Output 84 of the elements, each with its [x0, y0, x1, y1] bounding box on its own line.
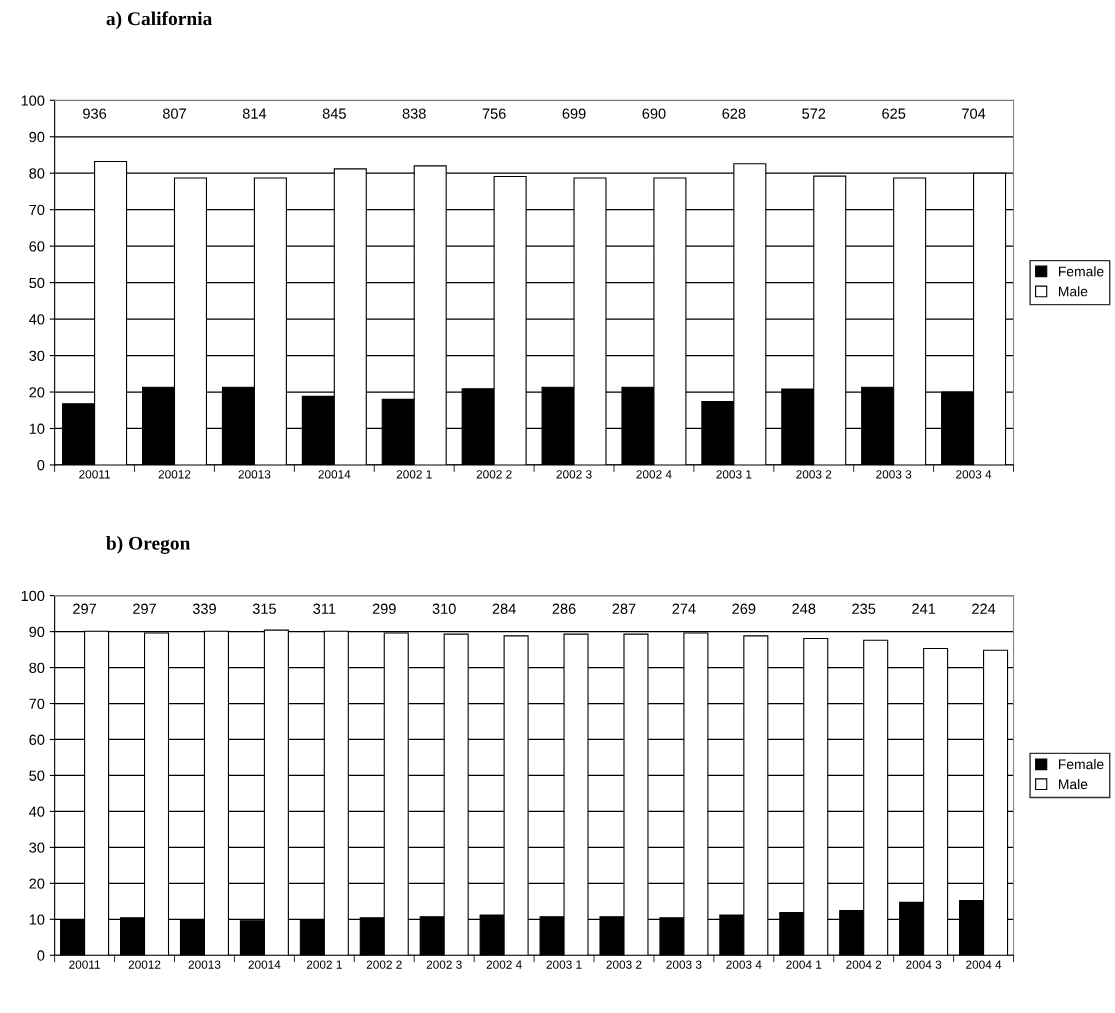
annotation: 310	[432, 603, 456, 614]
chart-title: b) Oregon	[106, 536, 191, 554]
x-tick-label: 2003 1	[546, 960, 582, 969]
annotation: 339	[192, 603, 216, 614]
y-tick-label: 40	[29, 314, 45, 325]
legend-label: Male	[1058, 286, 1088, 297]
x-tick-label: 2003 2	[606, 960, 642, 969]
x-tick-label: 2002 1	[396, 470, 432, 479]
y-tick-label: 30	[29, 842, 45, 853]
annotation: 274	[672, 603, 696, 614]
y-tick-label: 90	[29, 626, 45, 638]
y-tick-label: 100	[21, 590, 45, 602]
annotation: 756	[482, 108, 506, 119]
y-tick-label: 70	[29, 698, 45, 709]
x-tick-label: 2002 4	[636, 470, 672, 479]
annotation: 572	[802, 108, 826, 119]
annotation: 625	[882, 108, 906, 119]
x-tick-label: 2002 2	[366, 960, 402, 969]
x-tick-label: 2003 3	[666, 960, 702, 969]
y-tick-label: 100	[21, 95, 45, 106]
annotation: 838	[402, 108, 426, 119]
x-tick-label: 2004 4	[966, 960, 1002, 969]
y-tick-label: 10	[29, 914, 45, 925]
annotation: 845	[322, 108, 346, 119]
annotation: 807	[162, 108, 186, 119]
annotation: 315	[252, 603, 276, 614]
x-tick-label: 2003 4	[726, 960, 762, 969]
y-tick-label: 70	[29, 204, 45, 216]
annotation: 269	[732, 603, 756, 614]
annotation: 628	[722, 108, 746, 119]
y-tick-label: 60	[29, 734, 45, 745]
x-tick-label: 2003 3	[876, 470, 912, 479]
y-tick-label: 0	[37, 950, 45, 961]
y-tick-label: 50	[29, 277, 45, 289]
y-tick-label: 0	[37, 460, 45, 471]
y-tick-label: 20	[29, 387, 45, 398]
x-tick-label: 20013	[238, 470, 271, 479]
annotation: 286	[552, 603, 576, 614]
x-tick-label: 20011	[79, 470, 110, 479]
x-tick-label: 2003 2	[796, 470, 832, 479]
y-tick-label: 30	[29, 350, 45, 361]
x-tick-label: 2002 3	[426, 960, 462, 969]
legend-label: Female	[1058, 759, 1104, 770]
x-tick-label: 2002 1	[306, 960, 342, 969]
x-tick-label: 2003 4	[956, 470, 992, 479]
x-tick-label: 20014	[318, 470, 351, 479]
annotation: 690	[642, 108, 666, 119]
annotation: 287	[612, 603, 636, 614]
annotation: 704	[962, 108, 986, 119]
x-tick-label: 2002 2	[476, 470, 512, 479]
annotation: 699	[562, 108, 586, 119]
y-tick-label: 90	[29, 131, 45, 143]
chart-title: a) California	[106, 11, 213, 30]
legend-label: Male	[1058, 779, 1088, 790]
annotation: 814	[242, 108, 267, 119]
y-tick-label: 80	[29, 168, 45, 179]
annotation: 297	[133, 603, 156, 614]
annotation: 297	[73, 603, 97, 614]
x-tick-label: 20014	[248, 960, 281, 969]
annotation: 248	[792, 603, 816, 614]
annotation: 311	[313, 603, 336, 614]
x-tick-label: 20012	[158, 470, 191, 479]
y-tick-label: 20	[29, 878, 45, 889]
x-tick-label: 2002 4	[486, 960, 522, 969]
annotation: 235	[852, 603, 876, 614]
annotation: 284	[492, 603, 516, 614]
y-tick-label: 40	[29, 806, 45, 817]
y-tick-label: 80	[29, 662, 45, 673]
x-tick-label: 2002 3	[556, 470, 592, 479]
y-tick-label: 60	[29, 241, 45, 252]
annotation: 241	[912, 603, 936, 614]
y-tick-label: 50	[29, 770, 45, 781]
x-tick-label: 20012	[128, 960, 161, 969]
y-tick-label: 10	[29, 423, 45, 434]
annotation: 299	[372, 603, 396, 614]
x-tick-label: 2004 1	[786, 960, 822, 969]
legend-label: Female	[1058, 266, 1104, 277]
x-tick-label: 2004 2	[846, 960, 882, 969]
x-tick-label: 20011	[69, 960, 101, 969]
annotation: 936	[83, 108, 107, 119]
x-tick-label: 20013	[188, 960, 221, 969]
x-tick-label: 2004 3	[906, 960, 942, 969]
annotation: 224	[972, 603, 996, 614]
x-tick-label: 2003 1	[716, 470, 752, 479]
